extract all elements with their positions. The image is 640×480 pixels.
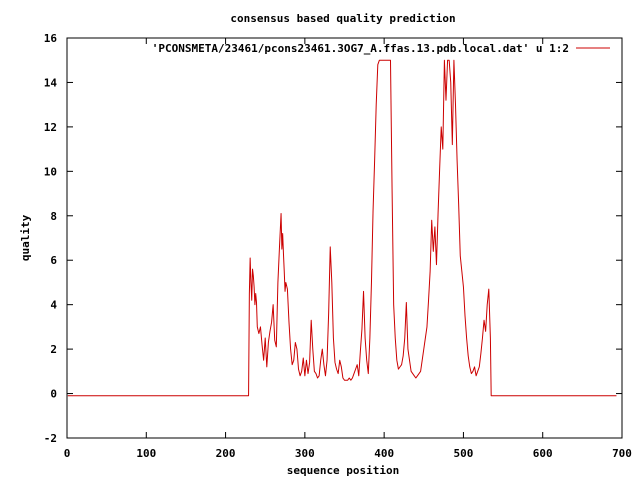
y-tick-label-9: 16 <box>44 32 58 45</box>
series-line-0 <box>67 59 617 397</box>
x-tick-label-0: 0 <box>64 447 71 460</box>
y-axis-label: quality <box>19 214 32 261</box>
x-tick-label-2: 200 <box>216 447 236 460</box>
axis-ticks <box>66 37 623 439</box>
y-tick-label-1: 0 <box>50 388 57 401</box>
y-tick-label-7: 12 <box>44 121 57 134</box>
y-tick-label-0: -2 <box>44 432 57 445</box>
chart-title: consensus based quality prediction <box>230 12 455 25</box>
y-tick-label-3: 4 <box>50 299 57 312</box>
x-tick-label-4: 400 <box>374 447 394 460</box>
tick-labels: 0 100 200 300 400 500 600 700 -2 0 2 4 6 8 10 12 14 16 <box>44 32 632 460</box>
y-tick-label-5: 8 <box>50 210 57 223</box>
x-tick-label-1: 100 <box>136 447 156 460</box>
y-tick-label-2: 2 <box>50 343 57 356</box>
y-tick-label-6: 10 <box>44 165 57 178</box>
y-tick-label-8: 14 <box>44 76 58 89</box>
x-tick-label-5: 500 <box>453 447 473 460</box>
series-layer <box>67 59 617 397</box>
legend-entry-label: 'PCONSMETA/23461/pcons23461.3OG7_A.ffas.… <box>152 42 569 55</box>
legend: 'PCONSMETA/23461/pcons23461.3OG7_A.ffas.… <box>152 42 610 55</box>
plot-frame <box>66 37 623 439</box>
x-tick-label-3: 300 <box>295 447 315 460</box>
x-tick-label-7: 700 <box>612 447 632 460</box>
x-axis-label: sequence position <box>287 464 400 477</box>
x-tick-label-6: 600 <box>533 447 553 460</box>
y-tick-label-4: 6 <box>50 254 57 267</box>
